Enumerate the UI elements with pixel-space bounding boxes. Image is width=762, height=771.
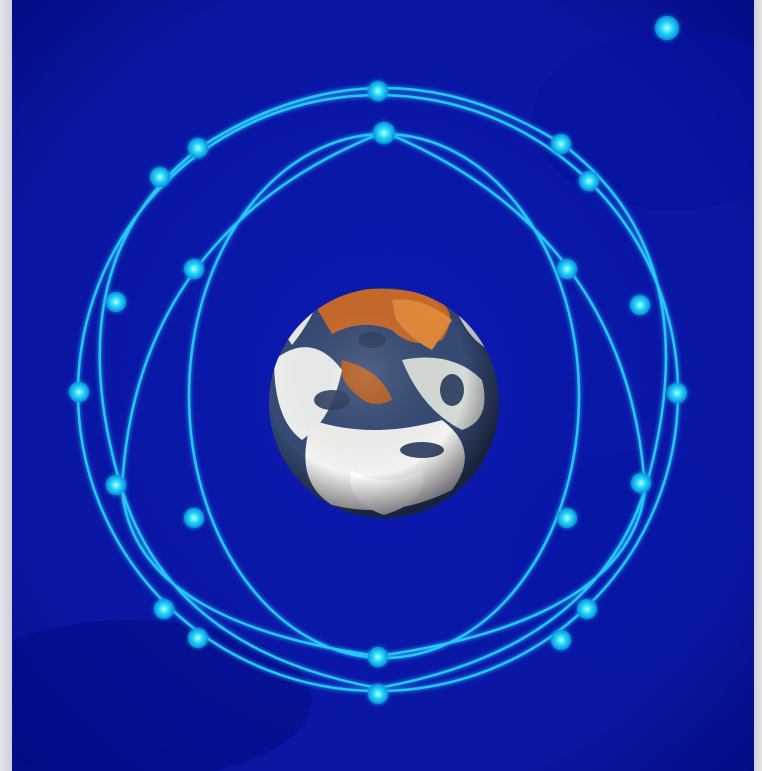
satellite-marker: [188, 138, 208, 158]
satellite-marker: [150, 167, 170, 187]
orbit-tilted-a: [98, 86, 668, 690]
earth: [269, 288, 499, 518]
satellite-marker: [368, 647, 388, 667]
satellite-marker: [579, 171, 599, 191]
satellite-marker: [106, 292, 126, 312]
satellite-marker: [667, 383, 687, 403]
space-scene: [12, 0, 754, 771]
satellite-marker: [373, 122, 395, 144]
satellite-marker: [368, 81, 388, 101]
satellite-marker: [184, 259, 204, 279]
satellite-marker: [551, 630, 571, 650]
satellite-marker: [106, 475, 126, 495]
satellite-marker: [368, 684, 388, 704]
satellite-marker: [631, 473, 651, 493]
constellation-illustration: [12, 0, 754, 771]
satellite-marker: [154, 599, 174, 619]
frame-border-right: [754, 0, 762, 771]
satellite-marker: [551, 134, 571, 154]
satellite-marker: [577, 599, 597, 619]
satellite-marker: [69, 382, 89, 402]
satellite-marker: [630, 295, 650, 315]
satellite-marker: [655, 16, 679, 40]
satellite-marker: [184, 508, 204, 528]
satellite-marker: [557, 508, 577, 528]
frame-border-left: [0, 0, 12, 771]
satellite-marker: [188, 628, 208, 648]
satellite-marker: [557, 259, 577, 279]
satellites: [69, 16, 687, 704]
